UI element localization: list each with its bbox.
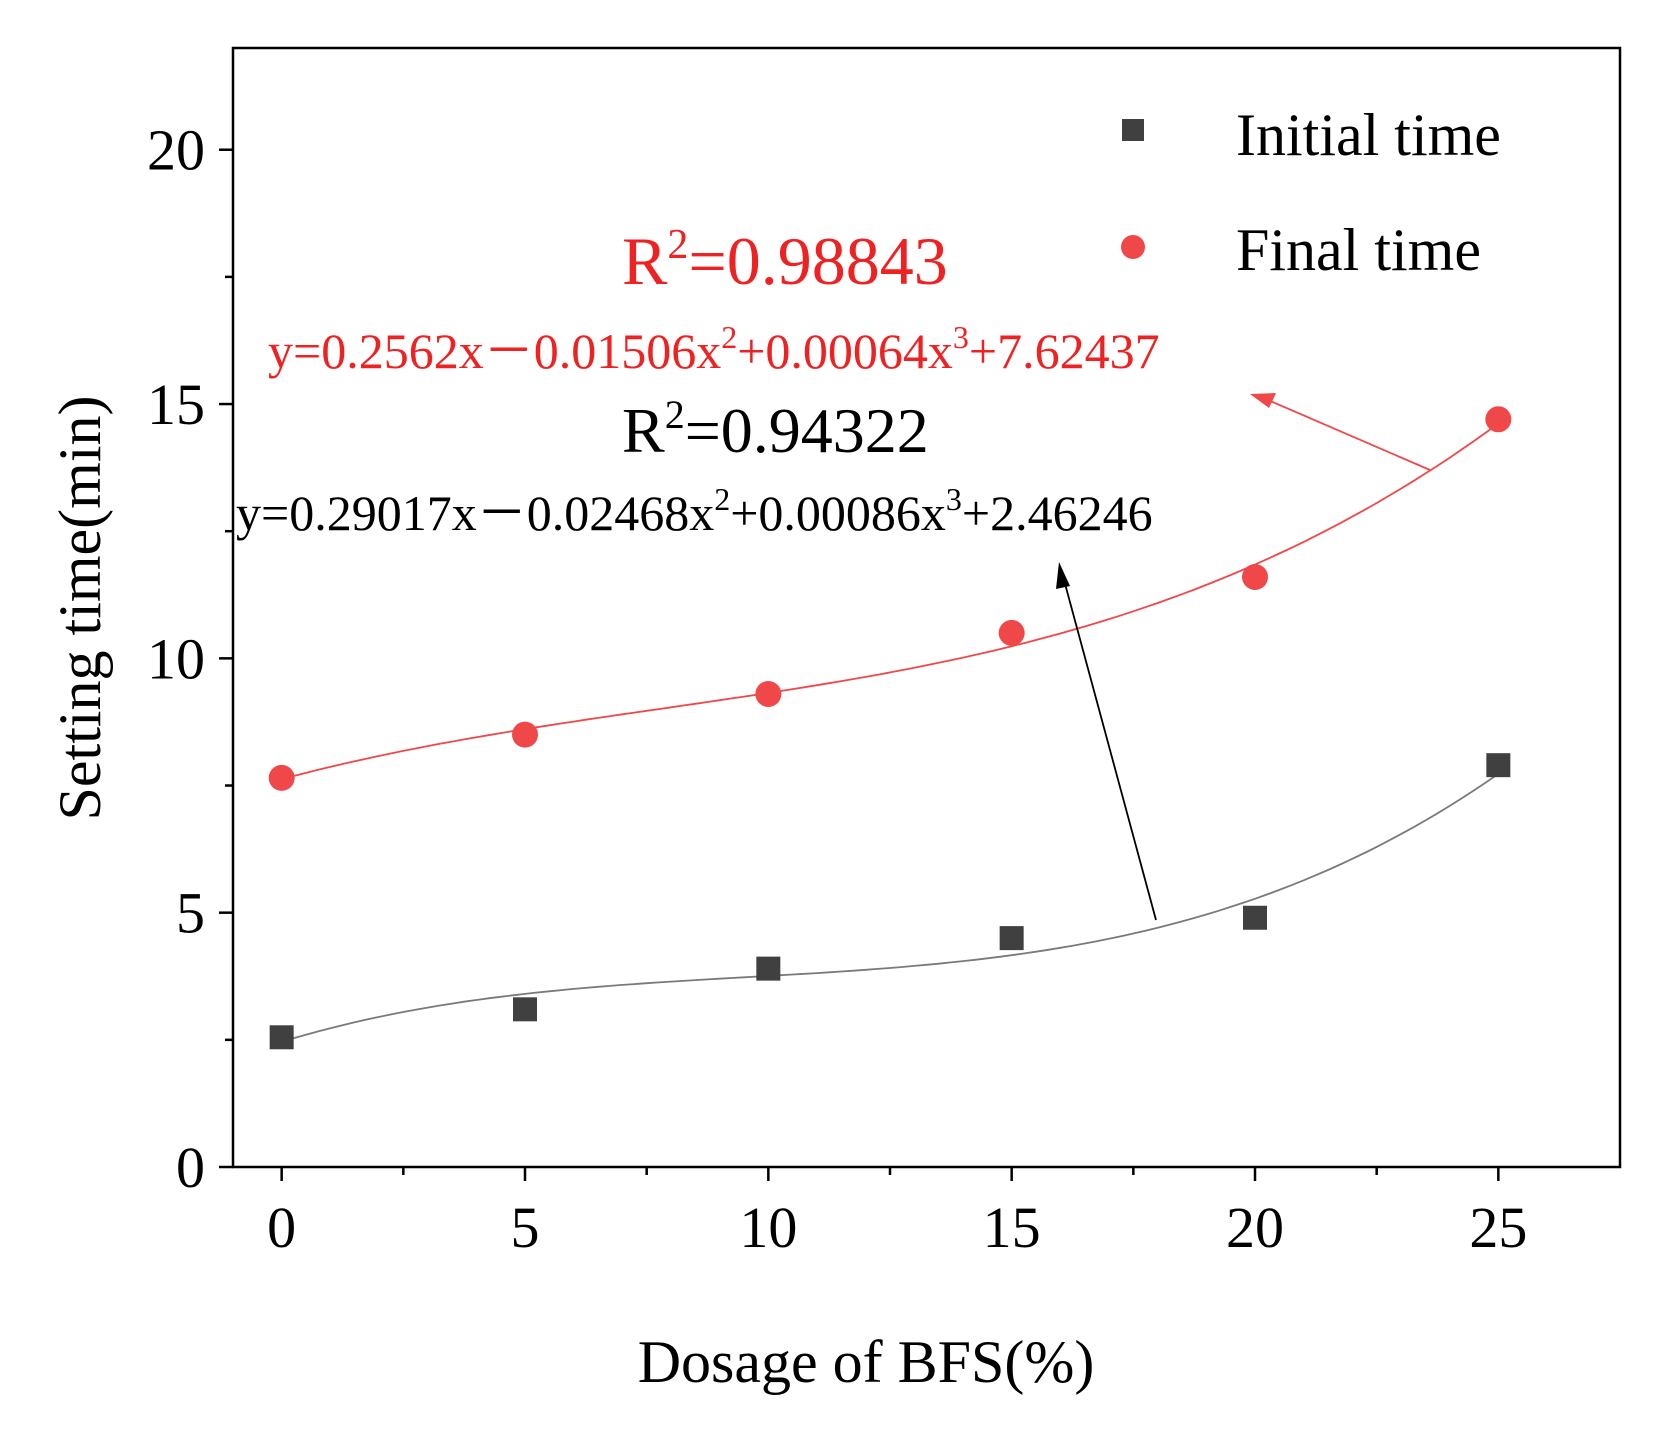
y-tick-label: 20 (147, 118, 205, 183)
initial-fit-arrowhead (1056, 562, 1070, 589)
legend-marker-initial (1122, 119, 1144, 141)
x-tick-label: 15 (983, 1195, 1041, 1260)
final-fit-arrow (1267, 399, 1431, 471)
initial-time-point (269, 1025, 294, 1050)
y-tick-label: 15 (147, 372, 205, 437)
data-points (268, 406, 1512, 1050)
legend: Initial time Final time (1121, 102, 1501, 283)
initial-time-point (1486, 753, 1511, 778)
axes-group: 0 5 10 15 20 25 0 5 10 15 20 (147, 46, 1622, 1260)
annotation-arrows (1056, 393, 1431, 921)
initial-time-point (1243, 905, 1267, 930)
initial-r-squared: R2=0.94322 (622, 392, 929, 466)
x-tick-label: 5 (511, 1195, 540, 1260)
final-time-point (1485, 406, 1512, 433)
x-tick-label: 25 (1469, 1195, 1527, 1260)
initial-fit-equation: y=0.29017x－0.02468x2+0.00086x3+2.46246 (236, 481, 1153, 541)
final-time-point (512, 721, 538, 748)
plot-frame (231, 46, 1622, 1169)
final-time-point (268, 764, 295, 791)
initial-fit-annotation: R2=0.94322 y=0.29017x－0.02468x2+0.00086x… (236, 392, 1153, 541)
final-fit-annotation: R2=0.98843 y=0.2562x－0.01506x2+0.00064x3… (268, 222, 1160, 379)
x-tick-label: 10 (739, 1195, 797, 1260)
legend-label-final: Final time (1236, 217, 1481, 283)
final-fit-arrowhead (1250, 393, 1276, 408)
legend-marker-final (1121, 235, 1145, 259)
initial-time-point (513, 997, 537, 1022)
initial-time-point (756, 956, 781, 981)
x-tick-label: 0 (267, 1195, 296, 1260)
legend-label-initial: Initial time (1236, 102, 1501, 168)
y-tick-label: 5 (176, 881, 205, 946)
final-fit-equation: y=0.2562x－0.01506x2+0.00064x3+7.62437 (268, 319, 1160, 379)
x-tick-label: 20 (1226, 1195, 1284, 1260)
final-time-point (1242, 563, 1268, 590)
initial-time-point (999, 926, 1024, 951)
y-tick-label: 0 (176, 1135, 205, 1200)
final-time-point (998, 619, 1025, 646)
final-time-point (755, 680, 782, 707)
final-r-squared: R2=0.98843 (622, 222, 948, 299)
final-time-fit-curve (281, 422, 1499, 781)
y-axis-title: Setting time(min) (47, 396, 113, 821)
x-axis-title: Dosage of BFS(%) (638, 1329, 1095, 1395)
fit-curves (281, 422, 1499, 1043)
y-tick-label: 10 (147, 626, 205, 691)
initial-fit-arrow (1063, 579, 1157, 921)
initial-time-fit-curve (281, 773, 1499, 1043)
